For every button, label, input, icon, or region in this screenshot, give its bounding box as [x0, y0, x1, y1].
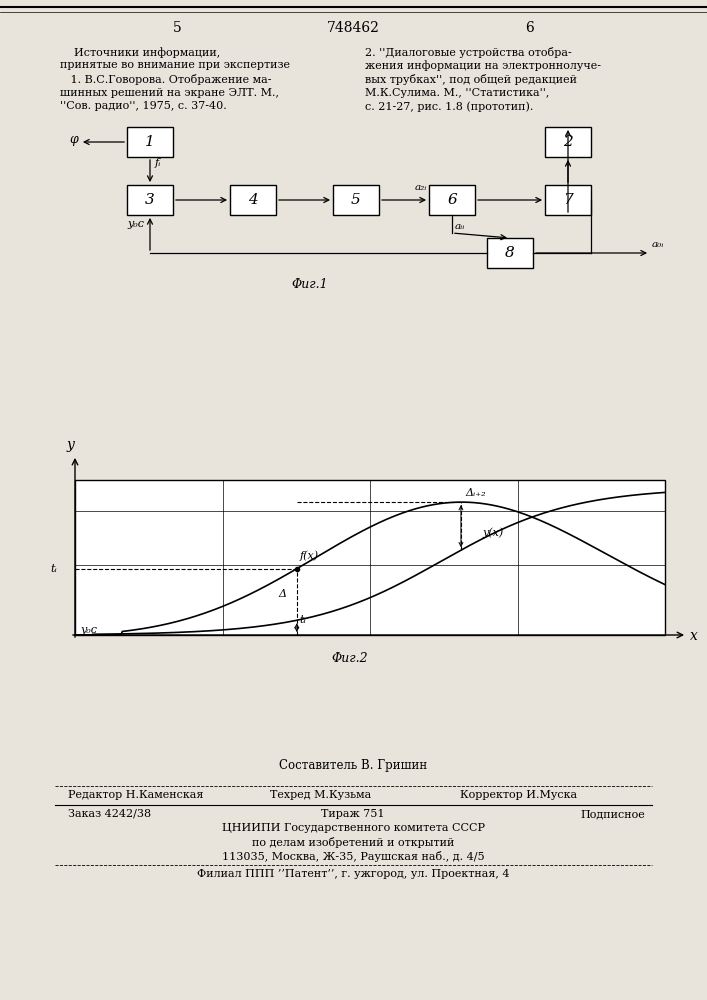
- Text: 4: 4: [248, 193, 258, 207]
- Text: Редактор Н.Каменская: Редактор Н.Каменская: [68, 790, 204, 800]
- Text: 1: 1: [145, 135, 155, 149]
- Text: ЦНИИПИ Государственного комитета СССР: ЦНИИПИ Государственного комитета СССР: [221, 823, 484, 833]
- Text: с. 21-27, рис. 1.8 (прототип).: с. 21-27, рис. 1.8 (прототип).: [365, 101, 533, 112]
- Text: a₀ᵢ: a₀ᵢ: [652, 240, 665, 249]
- Text: 7: 7: [563, 193, 573, 207]
- Text: tᵢ: tᵢ: [300, 615, 307, 625]
- Text: Δᵢ₊₂: Δᵢ₊₂: [465, 488, 486, 498]
- Text: x: x: [690, 629, 698, 643]
- Text: 2: 2: [563, 135, 573, 149]
- Text: Филиал ППП ’’Патент’’, г. ужгород, ул. Проектная, 4: Филиал ППП ’’Патент’’, г. ужгород, ул. П…: [197, 869, 509, 879]
- Text: fᵢ: fᵢ: [155, 158, 161, 168]
- Bar: [75, 480, 665, 635]
- Text: принятые во внимание при экспертизе: принятые во внимание при экспертизе: [60, 60, 290, 70]
- Text: 6: 6: [447, 193, 457, 207]
- Text: φ: φ: [69, 133, 78, 146]
- Text: y(x): y(x): [482, 528, 503, 538]
- Text: жения информации на электроннолуче-: жения информации на электроннолуче-: [365, 60, 601, 71]
- Text: Подписное: Подписное: [580, 809, 645, 819]
- Text: Источники информации,: Источники информации,: [60, 47, 221, 58]
- Text: 5: 5: [351, 193, 361, 207]
- Text: Тираж 751: Тираж 751: [321, 809, 385, 819]
- Text: 2. ''Диалоговые устройства отобра-: 2. ''Диалоговые устройства отобра-: [365, 47, 572, 58]
- Text: Составитель В. Гришин: Составитель В. Гришин: [279, 759, 427, 772]
- Text: 3: 3: [145, 193, 155, 207]
- Text: 8: 8: [505, 246, 515, 260]
- Text: Φиг.1: Φиг.1: [292, 278, 328, 291]
- Text: f(x): f(x): [299, 550, 318, 561]
- Text: Δ: Δ: [279, 589, 287, 599]
- Text: y: y: [66, 438, 74, 452]
- Text: y₀ᴄ: y₀ᴄ: [80, 625, 97, 635]
- Text: ''Сов. радио'', 1975, с. 37-40.: ''Сов. радио'', 1975, с. 37-40.: [60, 101, 227, 111]
- Text: Заказ 4242/38: Заказ 4242/38: [68, 809, 151, 819]
- Text: М.К.Сулима. М., ''Статистика'',: М.К.Сулима. М., ''Статистика'',: [365, 88, 549, 98]
- Text: шинных решений на экране ЭЛТ. М.,: шинных решений на экране ЭЛТ. М.,: [60, 88, 279, 98]
- Bar: [545, 185, 591, 215]
- Text: Техред М.Кузьма: Техред М.Кузьма: [270, 790, 371, 800]
- Text: 748462: 748462: [327, 21, 380, 35]
- Bar: [545, 127, 591, 157]
- Text: 6: 6: [525, 21, 534, 35]
- Bar: [127, 127, 173, 157]
- Text: вых трубках'', под общей редакцией: вых трубках'', под общей редакцией: [365, 74, 577, 85]
- Text: tᵢ: tᵢ: [50, 564, 57, 574]
- Text: Φиг.2: Φиг.2: [332, 652, 368, 665]
- Text: 113035, Москва, Ж-35, Раушская наб., д. 4/5: 113035, Москва, Ж-35, Раушская наб., д. …: [222, 851, 484, 862]
- Text: 5: 5: [173, 21, 182, 35]
- Bar: [230, 185, 276, 215]
- Text: aᵢᵢ: aᵢᵢ: [455, 222, 465, 231]
- Bar: [487, 238, 533, 268]
- Bar: [333, 185, 379, 215]
- Bar: [429, 185, 475, 215]
- Text: 1. В.С.Говорова. Отображение ма-: 1. В.С.Говорова. Отображение ма-: [60, 74, 271, 85]
- Text: a₂ᵢ: a₂ᵢ: [414, 183, 427, 192]
- Text: y₀ᴄ: y₀ᴄ: [127, 219, 144, 229]
- Bar: [127, 185, 173, 215]
- Text: Корректор И.Муска: Корректор И.Муска: [460, 790, 577, 800]
- Text: по делам изобретений и открытий: по делам изобретений и открытий: [252, 837, 454, 848]
